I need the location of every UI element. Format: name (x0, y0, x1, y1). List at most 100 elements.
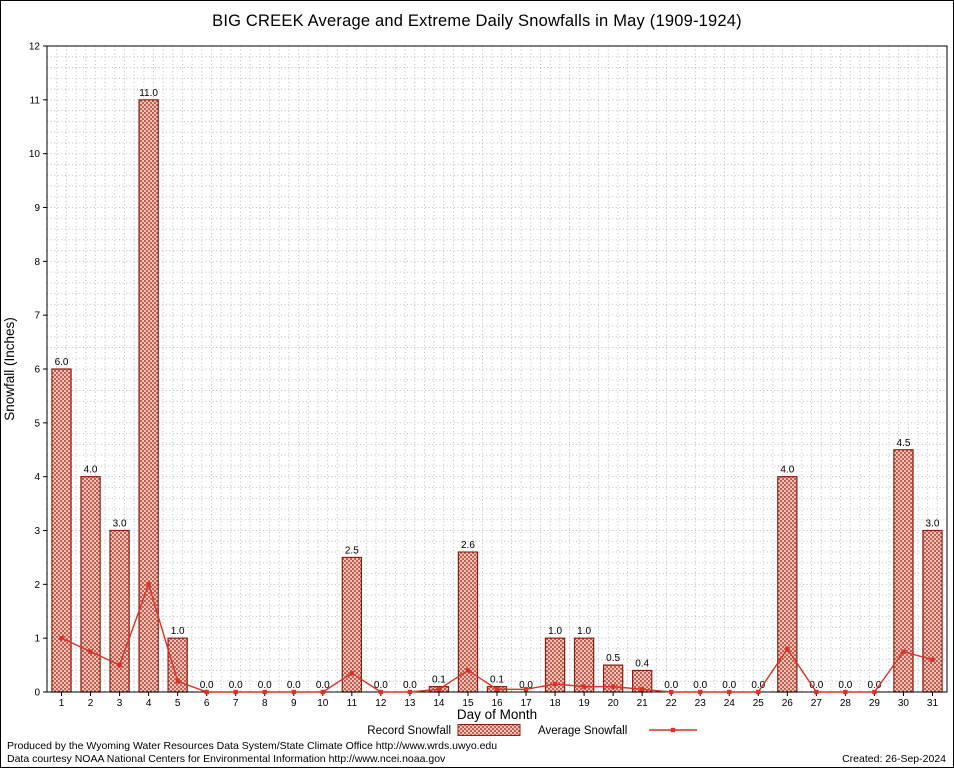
average-marker-day-3 (117, 662, 122, 668)
bar-day-30 (893, 449, 914, 693)
x-tick-label-3: 3 (117, 698, 123, 709)
x-tick-label-21: 21 (637, 698, 649, 709)
average-marker-day-21 (639, 687, 645, 692)
average-marker-day-24 (727, 689, 732, 695)
average-marker-day-26 (785, 646, 790, 652)
x-tick-label-11: 11 (347, 698, 358, 709)
y-tick-label-8: 8 (34, 257, 40, 268)
bar-value-label-day-23: 0.0 (693, 680, 707, 691)
bar-value-label-day-12: 0.0 (374, 680, 388, 691)
bar-value-label-day-5: 1.0 (171, 626, 185, 637)
bar-value-label-day-24: 0.0 (722, 680, 736, 691)
bar-value-label-day-4: 11.0 (139, 88, 158, 99)
x-tick-label-23: 23 (695, 698, 707, 709)
bar-value-label-day-19: 1.0 (577, 626, 591, 637)
x-tick-label-4: 4 (146, 698, 152, 709)
x-tick-label-19: 19 (579, 698, 591, 709)
average-marker-day-13 (407, 689, 413, 695)
chart-title: BIG CREEK Average and Extreme Daily Snow… (212, 12, 742, 30)
average-marker-day-18 (552, 681, 558, 687)
bar-value-label-day-1: 6.0 (55, 357, 69, 368)
bar-value-label-day-3: 3.0 (113, 519, 127, 530)
x-tick-label-2: 2 (88, 698, 94, 709)
footer-data-courtesy: Data courtesy NOAA National Centers for … (7, 753, 446, 765)
footer-created: Created: 26-Sep-2024 (842, 753, 946, 765)
y-tick-label-12: 12 (29, 42, 41, 53)
x-tick-label-29: 29 (869, 698, 881, 709)
x-tick-label-6: 6 (204, 698, 210, 709)
bar-day-3 (109, 529, 130, 693)
legend: Record Snowfall Average Snowfall (367, 724, 697, 737)
x-tick-label-31: 31 (927, 698, 939, 709)
y-tick-label-0: 0 (34, 688, 40, 699)
bar-value-label-day-9: 0.0 (287, 680, 301, 691)
average-marker-day-6 (204, 689, 209, 695)
bar-value-label-day-21: 0.4 (635, 658, 649, 669)
x-tick-label-14: 14 (433, 698, 445, 709)
bar-value-label-day-27: 0.0 (809, 680, 823, 691)
y-tick-label-5: 5 (34, 418, 40, 429)
x-tick-label-10: 10 (317, 698, 329, 709)
average-marker-day-29 (872, 689, 877, 695)
y-tick-label-4: 4 (34, 472, 40, 483)
x-tick-label-7: 7 (233, 698, 239, 709)
average-marker-day-10 (320, 689, 326, 695)
average-marker-day-19 (581, 684, 587, 689)
bar-value-label-day-31: 3.0 (926, 519, 940, 530)
average-marker-day-23 (698, 689, 703, 695)
bar-value-label-day-13: 0.0 (403, 680, 417, 691)
bar-value-label-day-22: 0.0 (664, 680, 678, 691)
average-marker-day-31 (930, 657, 935, 662)
bar-value-label-day-26: 4.0 (780, 465, 794, 476)
x-tick-label-8: 8 (262, 698, 268, 709)
bar-value-label-day-16: 0.1 (490, 675, 504, 686)
average-marker-day-11 (349, 670, 355, 676)
bar-value-label-day-7: 0.0 (229, 680, 243, 691)
grid (47, 46, 947, 692)
bar-value-label-day-29: 0.0 (867, 680, 881, 691)
y-tick-label-2: 2 (34, 580, 40, 591)
record-snowfall-bars: 6.0 4.0 3.0 11.0 1.0 0.0 0.0 0.0 0.0 0.0 2.5 0.0 0.0… (51, 88, 943, 693)
average-marker-day-12 (378, 689, 384, 695)
snowfall-chart: 6.04.03.011.01.00.0 0.0 0.0 0.0 0.02.50.0 0.0… (2, 42, 948, 737)
bar-value-label-day-10: 0.0 (316, 680, 330, 691)
x-tick-label-18: 18 (550, 698, 562, 709)
average-marker-day-2 (88, 649, 93, 654)
legend-average-marker (670, 727, 676, 733)
bar-value-label-day-6: 0.0 (200, 680, 214, 691)
bar-value-label-day-15: 2.6 (461, 540, 475, 551)
bar-value-label-day-2: 4.0 (84, 465, 98, 476)
footer: Produced by the Wyoming Water Resources … (7, 740, 946, 765)
y-tick-label-9: 9 (34, 203, 40, 214)
bar-value-label-day-20: 0.5 (606, 653, 620, 664)
bar-value-label-day-30: 4.5 (896, 438, 910, 449)
x-tick-label-13: 13 (404, 698, 416, 709)
y-tick-label-1: 1 (34, 634, 40, 645)
average-marker-day-9 (291, 689, 296, 695)
x-tick-label-1: 1 (59, 698, 65, 709)
bar-value-label-day-8: 0.0 (258, 680, 272, 691)
x-tick-label-22: 22 (666, 698, 678, 709)
average-marker-day-22 (668, 689, 674, 695)
average-marker-day-16 (494, 687, 500, 692)
y-tick-label-6: 6 (34, 365, 40, 376)
legend-record-swatch (457, 724, 521, 736)
average-marker-day-17 (523, 687, 529, 692)
x-tick-label-17: 17 (520, 698, 532, 709)
x-tick-label-28: 28 (840, 698, 852, 709)
y-tick-label-3: 3 (34, 526, 40, 537)
x-tick-label-9: 9 (291, 698, 297, 709)
average-marker-day-15 (465, 668, 471, 673)
legend-record-label: Record Snowfall (367, 725, 451, 737)
bar-value-label-day-25: 0.0 (751, 680, 765, 691)
bar-day-31 (922, 529, 943, 693)
bar-value-label-day-11: 2.5 (345, 545, 359, 556)
bar-day-1 (51, 368, 72, 693)
legend-average-label: Average Snowfall (538, 725, 627, 737)
average-marker-day-20 (610, 684, 616, 689)
x-axis: 1 2 3 4 5 6 7 8 9 10 11 12 13 14 15 16 17 18 19 20 21 22 23 24 2… (59, 692, 939, 709)
x-tick-label-24: 24 (724, 698, 736, 709)
x-tick-label-5: 5 (175, 698, 181, 709)
